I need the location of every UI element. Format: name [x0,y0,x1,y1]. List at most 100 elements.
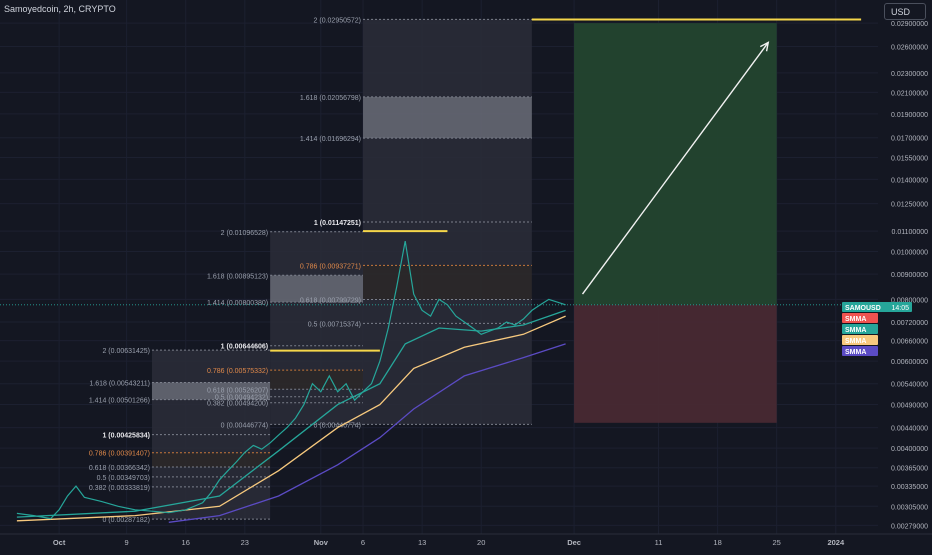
fib-level-label: 2 (0.02950572) [314,17,361,24]
legend-tag-bg [842,324,878,334]
y-tick-label: 0.00365000 [891,466,928,473]
x-tick-label: 13 [418,538,426,547]
legend-tag: SMMA [842,313,878,323]
fib-level-label: 1.618 (0.00543211) [89,380,150,387]
fib-band [363,299,532,324]
fib-band [270,402,364,425]
fib-level-label: 1.414 (0.01696294) [300,136,361,143]
x-tick-label: 20 [477,538,485,547]
y-tick-label: 0.00490000 [891,403,928,410]
target-arrow [581,42,769,295]
y-tick-label: 0.00800000 [891,297,928,304]
legend-tag-label: SAMOUSD [845,305,881,312]
fib-band [270,389,364,397]
time-axis [0,534,932,550]
legend-tag-bg [842,346,878,356]
legend-tag-value: 14:05 [891,305,909,312]
fib-band [270,345,364,371]
fib-band [363,265,532,300]
fib-band [151,466,271,477]
fib-band [151,382,271,400]
legend-tag-bg [842,313,878,323]
fib-band [151,434,271,453]
y-tick-label: 0.00900000 [891,272,928,279]
fib-level-label: 0.786 (0.00575332) [207,368,268,375]
y-tick-label: 0.00720000 [891,320,928,327]
fib-band [270,231,364,276]
fib-level-label: 2 (0.00631425) [102,348,149,355]
y-tick-label: 0.00440000 [891,426,928,433]
y-tick-label: 0.01900000 [891,112,928,119]
legend-tag-label: SMMA [845,327,866,334]
fib-level-label: 1 (0.00425834) [102,433,149,440]
currency-button[interactable]: USD [884,3,926,20]
y-tick-label: 0.02100000 [891,90,928,97]
legend-tag: SMMA [842,335,878,345]
y-tick-label: 0.02300000 [891,71,928,78]
fib-band [151,350,271,383]
x-tick-label: 11 [655,538,663,547]
fib-level-label: 0.786 (0.00391407) [89,451,150,458]
y-tick-label: 0.01700000 [891,136,928,143]
position-stop-zone [574,304,777,423]
x-tick-label: Nov [314,538,329,547]
x-tick-label: 6 [361,538,365,547]
legend-tag-label: SMMA [845,349,866,356]
y-tick-label: 0.00600000 [891,359,928,366]
legend-tag-bg [842,335,878,345]
y-tick-label: 0.01550000 [891,156,928,163]
fib-level-label: 0.5 (0.00494232) [215,395,268,402]
legend-tag-bg [842,302,912,312]
x-tick-label: 25 [773,538,781,547]
fib-level-label: 1 (0.00644606) [221,344,268,351]
y-tick-label: 0.00540000 [891,382,928,389]
fib-level-label: 1.618 (0.02056798) [300,95,361,102]
y-tick-label: 0.01250000 [891,202,928,209]
y-tick-label: 0.01400000 [891,177,928,184]
price-axis [878,0,932,550]
y-tick-label: 0.00335000 [891,484,928,491]
y-tick-label: 0.00305000 [891,504,928,511]
fib-level-label: 0.618 (0.00799729) [300,297,361,304]
fib-band [151,452,271,467]
fib-band [363,222,532,266]
y-tick-label: 0.02900000 [891,21,928,28]
fib-level-label: 0.618 (0.00366342) [89,465,150,472]
x-tick-label: 9 [125,538,129,547]
legend-tag: SMMA [842,346,878,356]
y-tick-label: 0.02600000 [891,45,928,52]
fib-level-label: 1.618 (0.00895123) [207,273,268,280]
x-tick-label: 23 [241,538,249,547]
fib-level-label: 0.382 (0.00333819) [89,485,150,492]
legend-tag: SAMOUSD 14:05 [842,302,912,312]
target-arrow-head [759,41,770,52]
fib-level-label: 0.5 (0.00715374) [308,321,361,328]
position-target-zone [574,23,777,305]
smma-line [168,343,566,523]
legend-tag-label: SMMA [845,316,866,323]
fib-level-label: 1 (0.01147251) [314,220,361,227]
legend-tag: SMMA [842,324,878,334]
fib-band [151,399,271,435]
chart-title: Samoyedcoin, 2h, CRYPTO [4,4,116,14]
fib-band [363,19,532,97]
fib-band [151,476,271,487]
fib-band [270,302,364,346]
fib-level-label: 1.414 (0.00800380) [207,300,268,307]
y-tick-label: 0.00660000 [891,339,928,346]
fib-band [363,96,532,139]
fib-band [270,396,364,403]
x-tick-label: 16 [182,538,190,547]
fib-level-label: 1.414 (0.00501266) [89,398,150,405]
fib-level-label: 0.5 (0.00349703) [97,475,150,482]
fib-band [363,323,532,425]
fib-band [270,275,364,303]
x-tick-label: Oct [53,538,66,547]
legend-tag-label: SMMA [845,338,866,345]
x-tick-label: 18 [713,538,721,547]
fib-level-label: 2 (0.01096528) [221,230,268,237]
fib-level-label: 0 (0.00287182) [102,517,149,524]
fib-level-label: 0 (0.00446774) [314,422,361,429]
